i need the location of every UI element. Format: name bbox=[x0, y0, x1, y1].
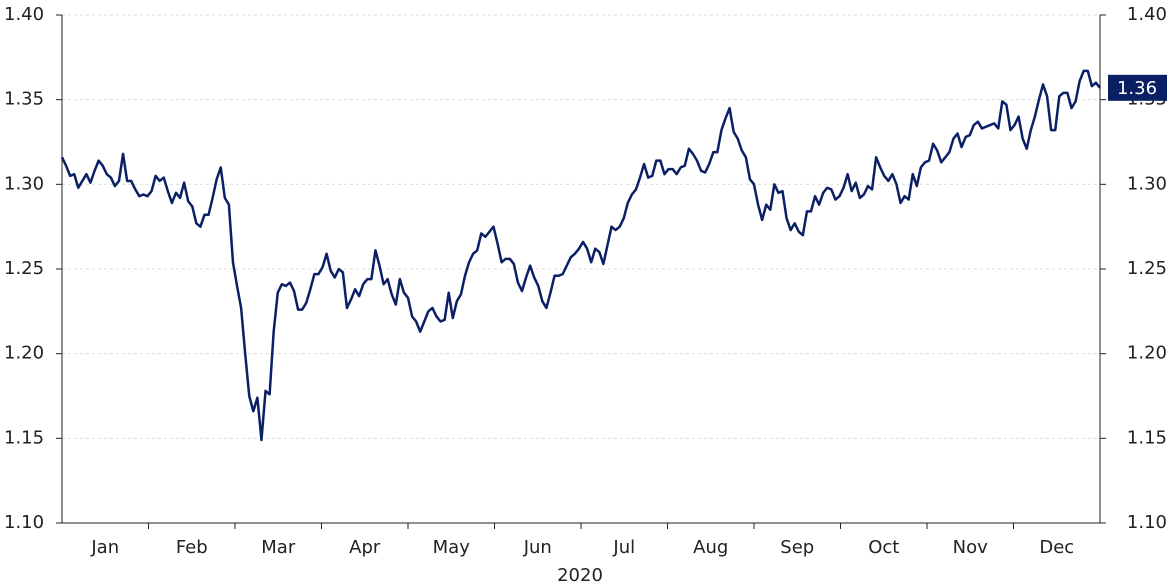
y-tick-label: 1.35 bbox=[4, 89, 44, 110]
x-tick-label: May bbox=[433, 537, 471, 558]
y-tick-label: 1.10 bbox=[4, 512, 44, 533]
y2-tick-label: 1.15 bbox=[1127, 427, 1167, 448]
x-tick-label: Feb bbox=[176, 537, 208, 558]
x-tick-label: Jan bbox=[90, 537, 119, 558]
last-value-box bbox=[1108, 74, 1167, 101]
x-tick-label: Jul bbox=[612, 537, 635, 558]
y2-tick-label: 1.30 bbox=[1127, 173, 1167, 194]
x-tick-label: Dec bbox=[1039, 537, 1074, 558]
x-tick-label: Oct bbox=[868, 537, 899, 558]
y-tick-label: 1.15 bbox=[4, 427, 44, 448]
x-tick-label: Jun bbox=[523, 537, 552, 558]
price-line bbox=[60, 69, 1101, 442]
y2-tick-label: 1.10 bbox=[1127, 512, 1167, 533]
x-axis-label: 2020 bbox=[557, 565, 603, 586]
x-tick-label: Sep bbox=[780, 537, 814, 558]
x-tick-label: Aug bbox=[693, 537, 728, 558]
last-value-label: 1.36 bbox=[1117, 78, 1157, 99]
x-tick-label: Apr bbox=[349, 537, 381, 558]
y2-tick-label: 1.25 bbox=[1127, 258, 1167, 279]
y-tick-label: 1.20 bbox=[4, 343, 44, 364]
x-tick-label: Nov bbox=[953, 537, 988, 558]
y-tick-label: 1.40 bbox=[4, 4, 44, 25]
y-tick-label: 1.30 bbox=[4, 173, 44, 194]
y-tick-label: 1.25 bbox=[4, 258, 44, 279]
y2-tick-label: 1.40 bbox=[1127, 4, 1167, 25]
x-tick-label: Mar bbox=[261, 537, 296, 558]
y2-tick-label: 1.20 bbox=[1127, 343, 1167, 364]
